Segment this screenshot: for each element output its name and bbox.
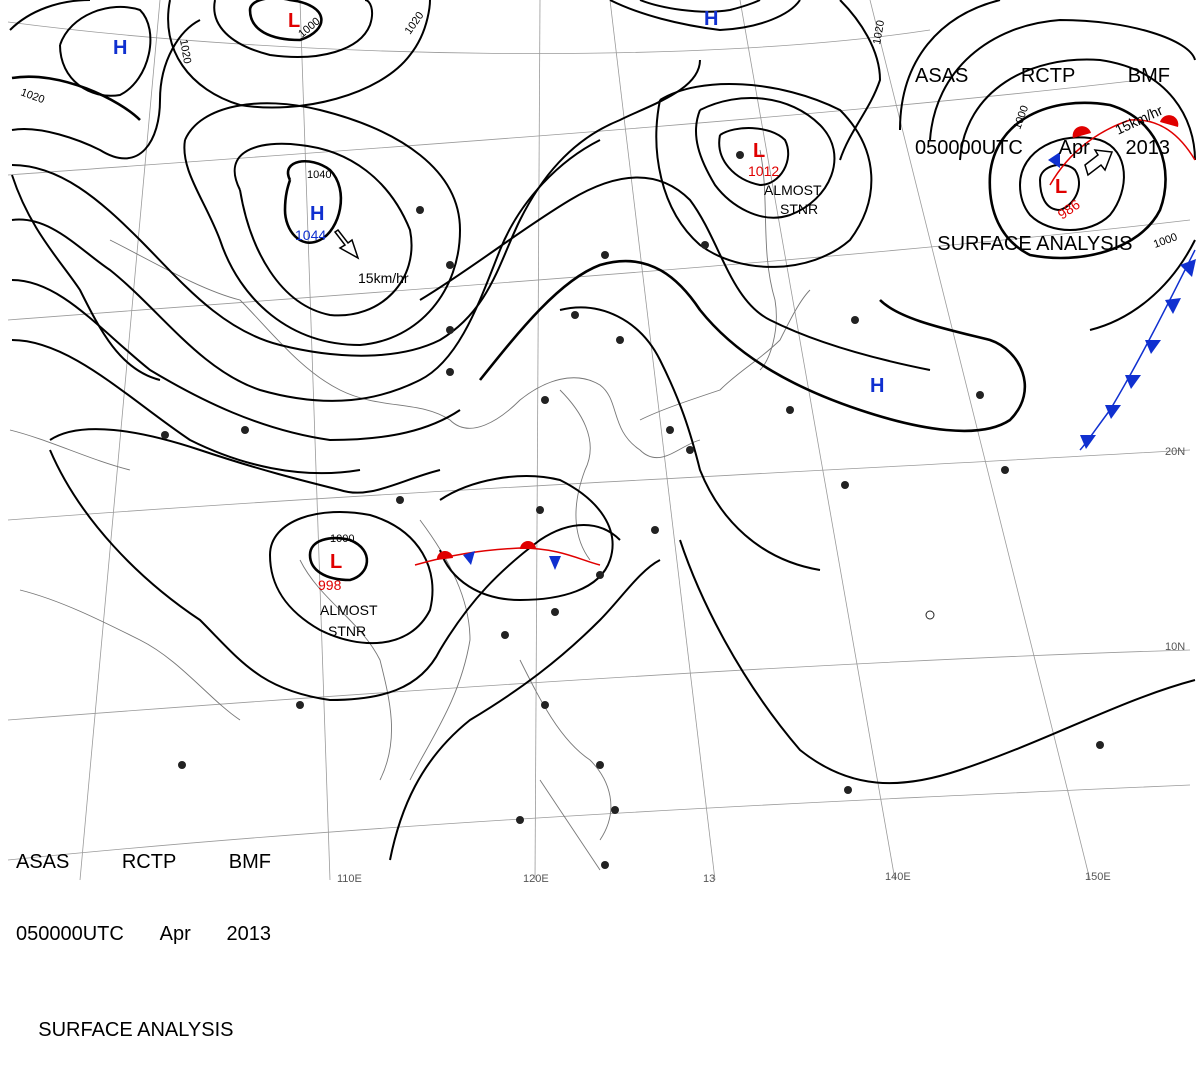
header-station: RCTP [1020,65,1076,87]
graticule-labels: 110E 120E 13 140E 150E 20N 10N [337,446,1185,885]
isobar-label: 1020 [871,19,887,45]
header-row-3: SURFACE ANALYSIS [16,994,271,1066]
occluded-front [1049,119,1196,186]
low-pressure-letter: L [330,551,342,573]
header-month: Apr [159,923,191,945]
lat-label: 20N [1165,446,1185,458]
lon-label: 110E [337,873,362,885]
header-year: 2013 [226,923,272,945]
fronts [414,115,1196,570]
movement-labels: 15km/hr 15km/hr ALMOST STNR ALMOST STNR [320,102,1165,639]
high-pressure-value: 1044 [295,227,326,243]
warm-front-symbol [1072,126,1091,138]
low-pressure-value: 998 [318,577,342,593]
cold-front-symbol [549,556,561,570]
header-station: RCTP [121,851,177,873]
station-plots [161,151,1104,869]
motion-label: 15km/hr [358,270,409,286]
high-pressure-letter: H [113,37,127,59]
isobar-label: 1020 [19,87,46,107]
motion-arrows [333,149,1114,260]
lon-label: 120E [523,873,549,885]
header-row-2: 050000UTC Apr 2013 [16,922,271,946]
coastlines [9,149,811,871]
lat-label: 10N [1165,641,1185,653]
lon-label: 150E [1085,871,1111,883]
header-row-3: SURFACE ANALYSIS [915,208,1170,280]
header-row-1: ASAS RCTP BMF [16,850,271,874]
stationary-label: STNR [780,201,818,217]
chart-header-bottom-left: ASAS RCTP BMF 050000UTC Apr 2013 SURFACE… [16,802,271,1090]
header-row-1: ASAS RCTP BMF [915,64,1170,88]
high-pressure-letter: H [870,375,884,397]
header-code: BMF [228,851,271,873]
cold-front-symbol [1048,152,1060,168]
header-month: Apr [1058,137,1090,159]
cold-front-symbol [463,551,475,565]
lon-label: 140E [885,871,911,883]
header-time: 050000UTC [915,137,1023,159]
warm-front-symbol [520,541,536,549]
chart-header-top-right: ASAS RCTP BMF 050000UTC Apr 2013 SURFACE… [915,16,1170,304]
header-year: 2013 [1125,137,1171,159]
stationary-label: STNR [328,623,366,639]
low-pressure-letter: L [1055,176,1067,198]
lon-label: 13 [703,873,715,885]
low-pressure-letter: L [753,140,765,162]
header-code: BMF [1127,65,1170,87]
low-pressure-letter: L [288,10,300,32]
warm-front-symbol [1160,115,1179,127]
cold-front-symbol [1180,259,1196,277]
arrow-icon [333,228,360,260]
warm-front-symbol [436,550,453,560]
cold-front-symbol [1080,435,1096,449]
header-time: 050000UTC [16,923,124,945]
cold-front-symbol [1125,375,1141,389]
cold-front-symbol [1105,405,1121,419]
high-pressure-letter: H [704,8,718,30]
isobar-label: 1020 [177,38,193,64]
isobar-label: 1000 [330,533,354,545]
isobar-label: 1040 [307,169,331,181]
low-pressure-value: 1012 [748,163,779,179]
header-title: SURFACE ANALYSIS [937,233,1133,255]
arrow-icon [1084,149,1114,177]
cold-front-symbol [1145,340,1161,354]
weather-map: 110E 120E 13 140E 150E 20N 10N 1000 1020… [7,0,1196,885]
header-row-2: 050000UTC Apr 2013 [915,136,1170,160]
isobars [9,0,1196,861]
cold-front-symbol [1165,298,1181,314]
high-pressure-letter: H [310,203,324,225]
header-title: SURFACE ANALYSIS [38,1019,234,1041]
stationary-label: ALMOST [320,602,378,618]
header-agency: ASAS [915,65,969,87]
header-agency: ASAS [16,851,70,873]
stationary-label: ALMOST [764,182,822,198]
